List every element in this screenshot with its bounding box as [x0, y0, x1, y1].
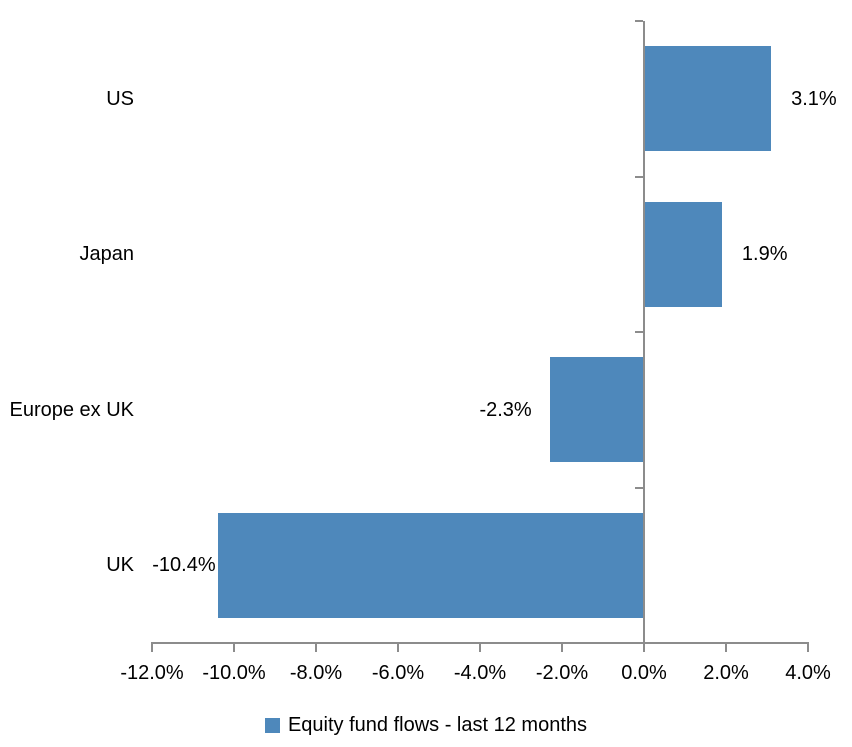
bar: [644, 46, 772, 152]
x-tick-label: -10.0%: [202, 662, 266, 684]
x-tick-label: 2.0%: [703, 662, 749, 684]
bar: [644, 201, 722, 307]
x-tick: [725, 644, 727, 652]
x-tick-label: 0.0%: [621, 662, 667, 684]
x-tick: [807, 644, 809, 652]
value-label: 1.9%: [741, 243, 788, 266]
category-tick: [635, 331, 643, 333]
legend-label: Equity fund flows - last 12 months: [287, 714, 588, 736]
x-tick-label: -12.0%: [120, 662, 184, 684]
category-label: Europe ex UK: [9, 398, 134, 421]
category-tick: [635, 20, 643, 22]
legend-marker-icon: [264, 717, 280, 733]
legend: Equity fund flows - last 12 months: [0, 711, 852, 739]
category-tick: [635, 486, 643, 489]
x-tick: [151, 644, 153, 652]
category-label: US: [106, 87, 134, 110]
bar: [549, 357, 644, 463]
x-tick-label: -4.0%: [453, 662, 507, 684]
x-tick: [561, 644, 563, 652]
x-tick: [397, 644, 399, 652]
value-label: -2.3%: [479, 398, 532, 421]
bar: [217, 512, 644, 618]
category-label: UK: [106, 554, 134, 577]
category-tick: [635, 175, 643, 178]
value-label: 3.1%: [791, 87, 837, 110]
x-tick: [643, 644, 645, 652]
x-tick: [315, 644, 317, 652]
x-tick-label: -6.0%: [371, 662, 425, 684]
x-tick: [233, 644, 235, 652]
x-tick-label: -8.0%: [289, 662, 343, 684]
category-label: Japan: [79, 243, 135, 266]
y-axis-line: [643, 21, 645, 643]
x-axis-line: [151, 642, 809, 644]
value-label: -10.4%: [152, 554, 216, 577]
x-tick: [479, 644, 481, 652]
x-tick-label: -2.0%: [535, 662, 589, 684]
x-tick-label: 4.0%: [785, 662, 831, 684]
